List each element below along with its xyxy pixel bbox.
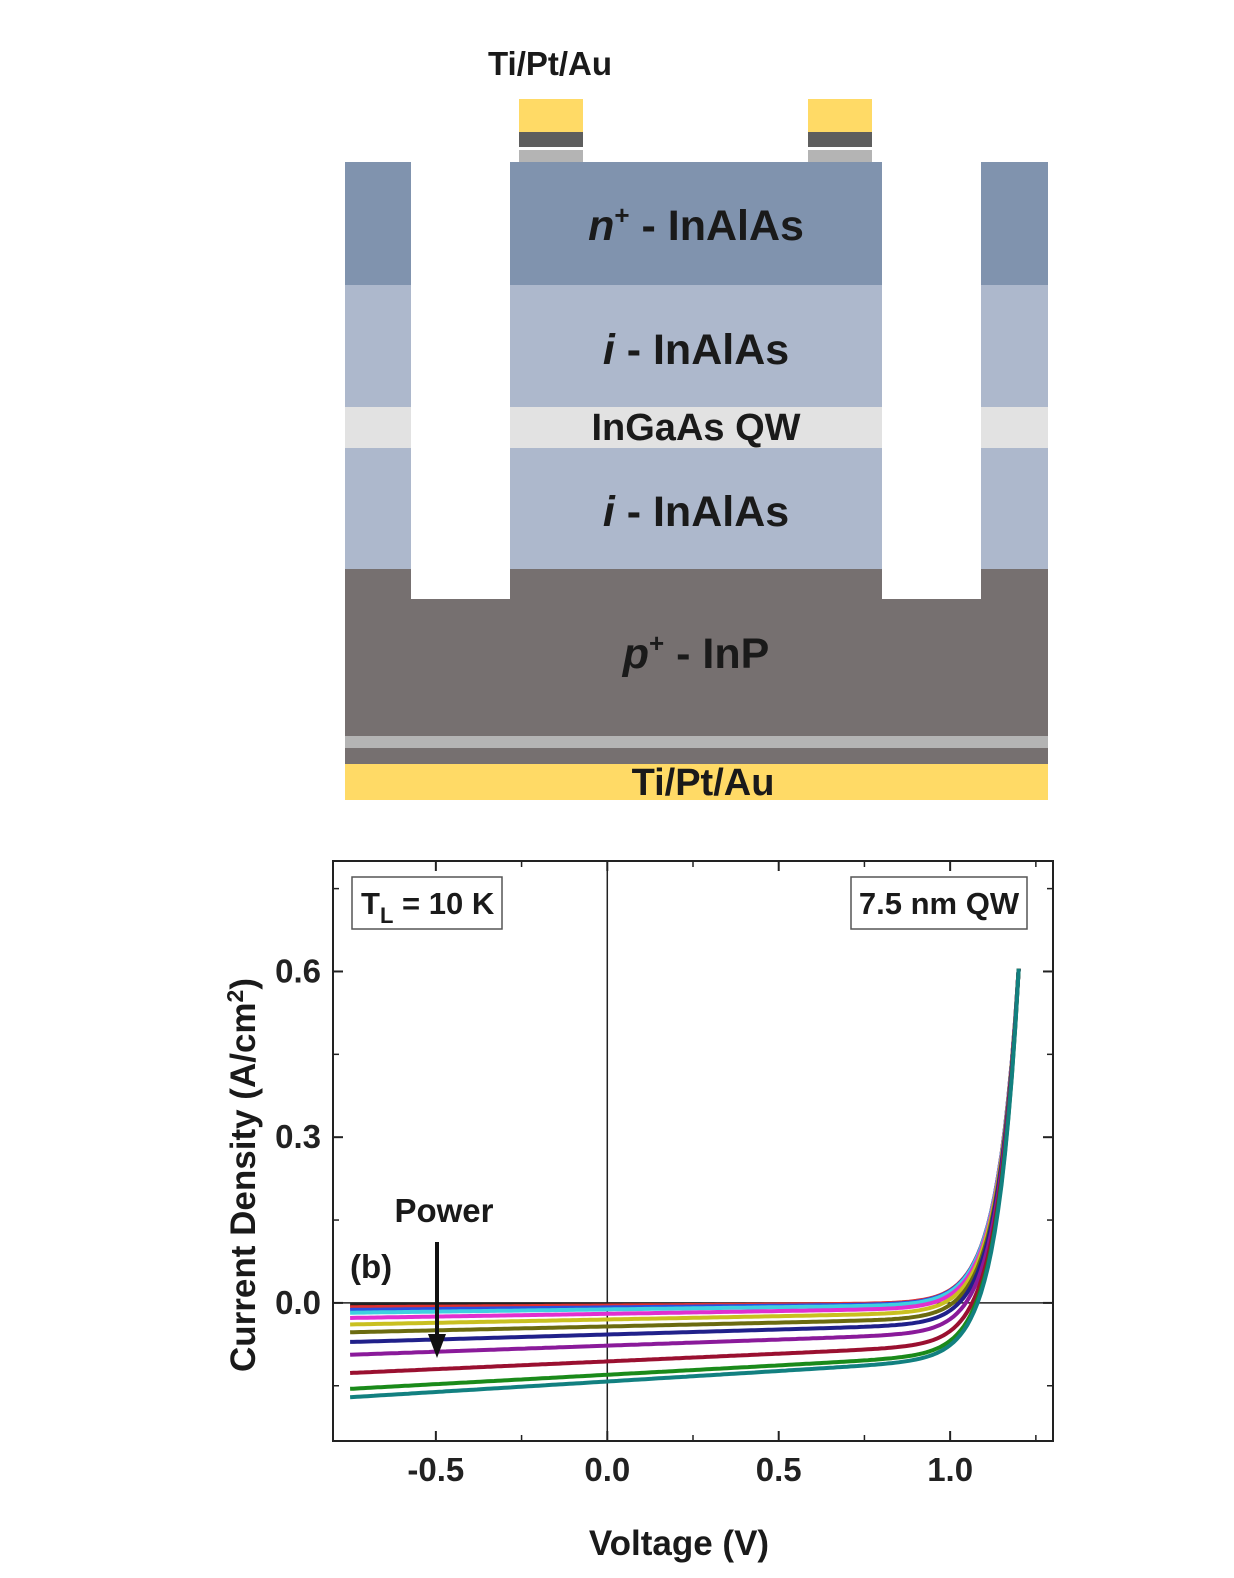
bottom-contact-label: Ti/Pt/Au — [632, 762, 775, 804]
x-tick-label: 0.5 — [756, 1451, 802, 1488]
center-mesa-i-top — [510, 285, 882, 407]
jv-curve-p1 — [350, 968, 1021, 1307]
qw-layer-label: InGaAs QW — [591, 407, 800, 449]
jv-curve-p2 — [350, 968, 1021, 1310]
x-tick-label: 0.0 — [584, 1451, 630, 1488]
jv-curve-p5 — [350, 968, 1021, 1320]
y-tick-label: 0.3 — [275, 1118, 321, 1155]
center-mesa-qw — [510, 407, 882, 448]
p-plus-layer-label: p+ - InP — [622, 628, 770, 678]
jv-curve-p7 — [350, 968, 1021, 1335]
p-plus-substrate — [345, 569, 1048, 768]
jv-curve-p8 — [350, 968, 1021, 1344]
center-mesa-i-bottom — [510, 448, 882, 569]
y-tick-label: 0.0 — [275, 1284, 321, 1321]
i-bottom-layer-label: i - InAlAs — [603, 488, 789, 536]
temperature-annotation: TL = 10 K — [351, 876, 503, 930]
plot-area-frame — [332, 860, 1054, 1442]
center-mesa-n-plus — [510, 162, 882, 285]
power-arrow — [428, 1242, 446, 1358]
svg-text:7.5 nm QW: 7.5 nm QW — [859, 886, 1020, 921]
right-mesa-qw — [981, 407, 1048, 448]
y-axis-title: Current Density (A/cm2) — [222, 978, 263, 1372]
top-contact-label: Ti/Pt/Au — [488, 45, 612, 82]
right-mesa-i-bottom — [981, 448, 1048, 569]
jv-curve-p4 — [350, 968, 1021, 1315]
right-mesa-i-top — [981, 285, 1048, 407]
x-tick-label: -0.5 — [407, 1451, 464, 1488]
left-mesa-n-plus — [345, 162, 411, 285]
left-mesa-i-bottom — [345, 448, 411, 569]
panel-label: (b) — [350, 1248, 392, 1285]
qw-width-annotation: 7.5 nm QW — [850, 876, 1028, 930]
x-axis-title: Voltage (V) — [589, 1524, 769, 1563]
jv-curve-p10 — [349, 968, 1021, 1375]
top-contact-left — [519, 99, 583, 162]
n-plus-layer-label: n+ - InAlAs — [588, 200, 804, 250]
left-mesa-i-top — [345, 285, 411, 407]
jv-curve-p6 — [350, 968, 1021, 1327]
jv-curve-p11 — [350, 968, 1021, 1391]
top-contact-right — [808, 99, 872, 162]
jv-curve-p12 — [349, 968, 1021, 1400]
bottom-ti-layer — [345, 736, 1048, 748]
left-mesa-qw — [345, 407, 411, 448]
device-schematic: Ti/Pt/Au n+ - InAlAs i - InAlAs InGaAs Q… — [345, 45, 1048, 804]
right-mesa-n-plus — [981, 162, 1048, 285]
y-tick-label: 0.6 — [275, 952, 321, 989]
i-top-layer-label: i - InAlAs — [603, 326, 789, 374]
svg-text:TL = 10 K: TL = 10 K — [361, 886, 495, 928]
jv-curve-p9 — [349, 968, 1021, 1357]
power-arrow-label: Power — [394, 1192, 493, 1229]
x-tick-label: 1.0 — [927, 1451, 973, 1488]
jv-curve-p3 — [350, 968, 1021, 1312]
jv-curves — [349, 968, 1021, 1400]
bottom-gold-contact — [345, 764, 1048, 800]
